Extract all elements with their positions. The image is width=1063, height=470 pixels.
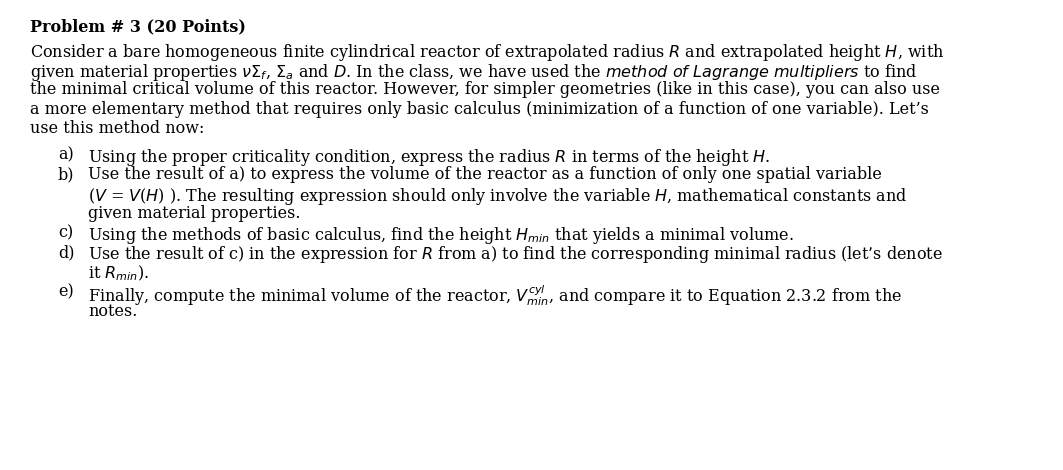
Text: Using the methods of basic calculus, find the height $\mathit{H}_{min}$ that yie: Using the methods of basic calculus, fin… bbox=[88, 225, 794, 246]
Text: d): d) bbox=[58, 244, 74, 261]
Text: Finally, compute the minimal volume of the reactor, $\mathit{V}^{cyl}_{min}$, an: Finally, compute the minimal volume of t… bbox=[88, 283, 901, 308]
Text: e): e) bbox=[58, 283, 73, 300]
Text: it $\mathit{R}_{min}$).: it $\mathit{R}_{min}$). bbox=[88, 264, 149, 283]
Text: given material properties $\mathit{\nu\Sigma_f}$, $\mathit{\Sigma_a}$ and $\math: given material properties $\mathit{\nu\S… bbox=[30, 62, 917, 83]
Text: Using the proper criticality condition, express the radius $\mathit{R}$ in terms: Using the proper criticality condition, … bbox=[88, 147, 771, 168]
Text: c): c) bbox=[58, 225, 73, 242]
Text: b): b) bbox=[58, 166, 74, 183]
Text: Consider a bare homogeneous finite cylindrical reactor of extrapolated radius $\: Consider a bare homogeneous finite cylin… bbox=[30, 42, 944, 63]
Text: use this method now:: use this method now: bbox=[30, 120, 204, 137]
Text: Problem # 3 (20 Points): Problem # 3 (20 Points) bbox=[30, 18, 246, 35]
Text: a): a) bbox=[58, 147, 73, 164]
Text: Use the result of c) in the expression for $\mathit{R}$ from a) to find the corr: Use the result of c) in the expression f… bbox=[88, 244, 943, 265]
Text: the minimal critical volume of this reactor. However, for simpler geometries (li: the minimal critical volume of this reac… bbox=[30, 81, 940, 98]
Text: ($\mathit{V}$ = $\mathit{V}$($\mathit{H}$) ). The resulting expression should on: ($\mathit{V}$ = $\mathit{V}$($\mathit{H}… bbox=[88, 186, 908, 207]
Text: given material properties.: given material properties. bbox=[88, 205, 301, 222]
Text: Use the result of a) to express the volume of the reactor as a function of only : Use the result of a) to express the volu… bbox=[88, 166, 882, 183]
Text: notes.: notes. bbox=[88, 303, 137, 320]
Text: a more elementary method that requires only basic calculus (minimization of a fu: a more elementary method that requires o… bbox=[30, 101, 929, 118]
